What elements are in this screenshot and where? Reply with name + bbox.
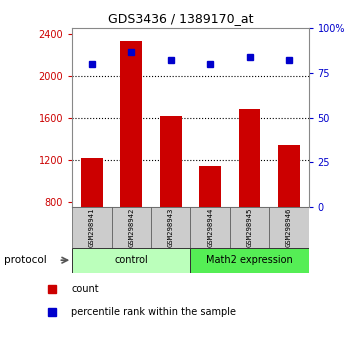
Bar bbox=[199, 166, 221, 207]
Text: GDS3436 / 1389170_at: GDS3436 / 1389170_at bbox=[108, 12, 253, 25]
Bar bbox=[72, 248, 191, 273]
Text: control: control bbox=[114, 255, 148, 265]
Text: GSM298946: GSM298946 bbox=[286, 208, 292, 247]
Bar bbox=[81, 158, 103, 207]
Bar bbox=[72, 207, 112, 248]
Text: GSM298942: GSM298942 bbox=[128, 208, 134, 247]
Bar bbox=[160, 116, 182, 207]
Text: Math2 expression: Math2 expression bbox=[206, 255, 293, 265]
Bar bbox=[121, 41, 142, 207]
Bar bbox=[191, 248, 309, 273]
Text: percentile rank within the sample: percentile rank within the sample bbox=[71, 307, 236, 317]
Text: GSM298945: GSM298945 bbox=[247, 208, 253, 247]
Text: GSM298944: GSM298944 bbox=[207, 208, 213, 247]
Bar bbox=[278, 145, 300, 207]
Text: GSM298941: GSM298941 bbox=[89, 208, 95, 247]
Bar bbox=[191, 207, 230, 248]
Text: count: count bbox=[71, 284, 99, 294]
Bar bbox=[239, 109, 260, 207]
Bar bbox=[151, 207, 191, 248]
Bar bbox=[269, 207, 309, 248]
Bar bbox=[230, 207, 269, 248]
Text: GSM298943: GSM298943 bbox=[168, 208, 174, 247]
Text: protocol: protocol bbox=[4, 255, 46, 265]
Bar bbox=[112, 207, 151, 248]
